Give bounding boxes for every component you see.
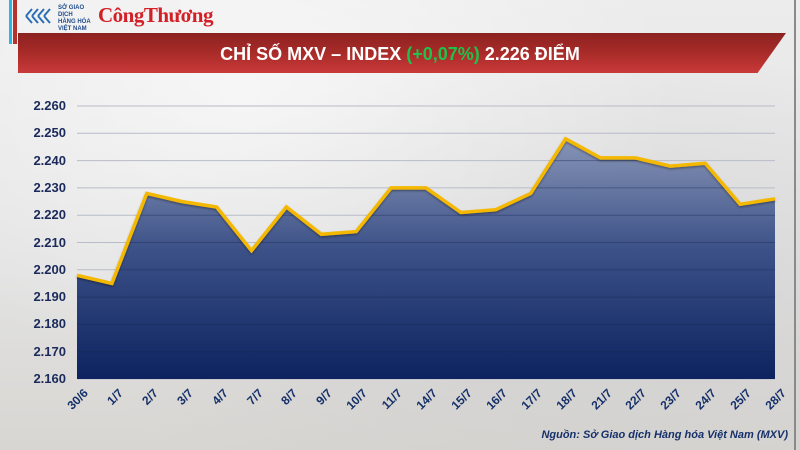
logo-bar: SỞ GIAO DỊCH HÀNG HÓA VIỆT NAM CôngThươn…: [0, 0, 213, 33]
y-tick-label: 2.230: [33, 179, 66, 195]
title-value: 2.226 ĐIỂM: [479, 44, 580, 64]
congthuong-logo: CôngThương: [98, 3, 213, 27]
title-change-percent: (+0,07%): [406, 44, 480, 64]
area-fill: [77, 138, 775, 379]
y-tick-label: 2.250: [33, 125, 66, 141]
logo-line-3: VIỆT NAM: [58, 26, 87, 32]
title-prefix: CHỈ SỐ MXV – INDEX: [220, 44, 407, 64]
y-tick-label: 2.240: [33, 152, 66, 168]
accent-stripe-cyan: [9, 0, 12, 44]
y-tick-label: 2.170: [33, 343, 66, 359]
y-tick-label: 2.160: [33, 371, 66, 386]
mxv-logo-icon: [25, 8, 51, 24]
accent-stripe-red: [13, 0, 17, 44]
logo-line-2: HÀNG HÓA: [58, 19, 91, 25]
source-note: Nguồn: Sở Giao dịch Hàng hóa Việt Nam (M…: [541, 429, 788, 441]
logo-line-1: SỞ GIAO DỊCH: [58, 5, 85, 18]
index-line: [76, 136, 776, 286]
mxv-logo-text: SỞ GIAO DỊCH HÀNG HÓA VIỆT NAM: [58, 5, 98, 33]
frame-border: [794, 0, 796, 450]
y-tick-label: 2.180: [33, 316, 66, 332]
y-tick-label: 2.260: [33, 98, 66, 113]
chart-title: CHỈ SỐ MXV – INDEX (+0,07%) 2.226 ĐIỂM: [0, 44, 800, 65]
y-tick-label: 2.190: [33, 289, 66, 305]
y-tick-label: 2.210: [33, 234, 66, 250]
y-tick-label: 2.200: [33, 261, 66, 277]
title-banner: [18, 33, 786, 73]
y-tick-label: 2.220: [33, 207, 66, 223]
